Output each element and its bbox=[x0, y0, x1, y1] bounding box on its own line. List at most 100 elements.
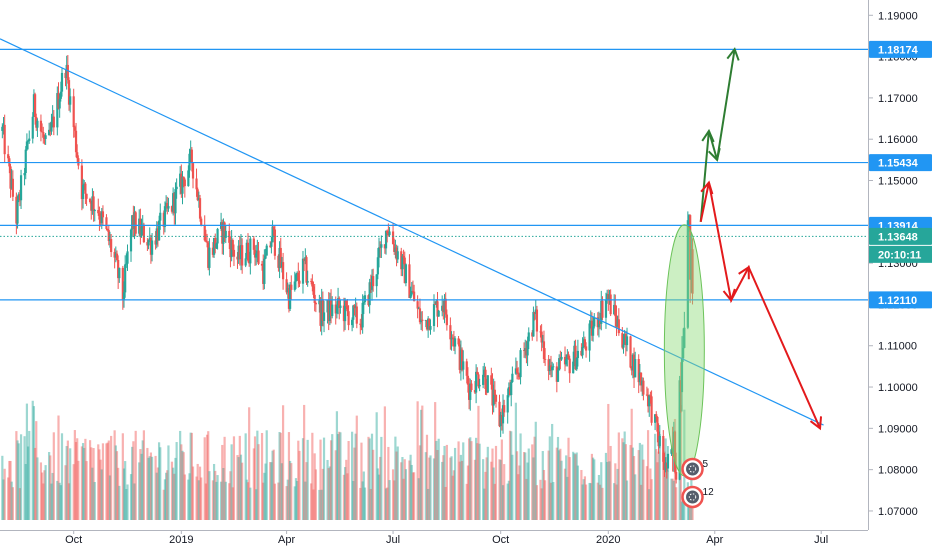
candle bbox=[559, 350, 562, 370]
candle bbox=[318, 294, 321, 313]
volume-bar bbox=[679, 405, 682, 520]
volume-bar bbox=[80, 446, 83, 520]
candle bbox=[380, 235, 383, 258]
candle bbox=[616, 315, 619, 328]
volume-bar bbox=[383, 406, 386, 520]
volume-bar bbox=[221, 444, 224, 520]
volume-bar bbox=[331, 434, 334, 520]
volume-bar bbox=[591, 457, 595, 520]
time-axis[interactable]: Oct 2019 Apr Jul Oct 2020 Apr Jul bbox=[0, 530, 868, 550]
candle bbox=[335, 301, 339, 319]
volume-bar bbox=[650, 479, 653, 520]
volume-bar bbox=[36, 457, 39, 520]
candle bbox=[566, 349, 569, 367]
candle bbox=[150, 233, 154, 262]
volume-bar bbox=[629, 445, 632, 520]
candle bbox=[441, 295, 444, 317]
volume-bar bbox=[574, 454, 577, 520]
candle bbox=[60, 68, 64, 97]
candle bbox=[346, 299, 349, 317]
volume-bar bbox=[664, 438, 667, 520]
price-tick-label: 1.17000 bbox=[878, 93, 918, 105]
candle bbox=[662, 430, 665, 471]
candle bbox=[114, 246, 117, 263]
candle bbox=[445, 309, 448, 331]
price-level-tag[interactable]: 1.12110 bbox=[869, 291, 932, 309]
price-level-tag[interactable]: 1.15434 bbox=[869, 154, 932, 172]
candle bbox=[72, 88, 75, 138]
candle bbox=[101, 205, 105, 226]
volume-bar bbox=[436, 449, 439, 520]
time-tick-label: 2019 bbox=[169, 534, 193, 546]
projection-path[interactable] bbox=[699, 182, 821, 429]
event-badge[interactable]: 5 bbox=[681, 457, 709, 481]
candle bbox=[369, 274, 372, 294]
candle bbox=[293, 271, 296, 292]
volume-bar bbox=[91, 467, 94, 520]
volume-bar bbox=[296, 481, 299, 520]
projection-path[interactable] bbox=[699, 48, 736, 222]
candle bbox=[383, 244, 386, 254]
price-axis[interactable]: 1.190001.180001.170001.160001.150001.140… bbox=[868, 0, 932, 550]
volume-bar bbox=[320, 489, 323, 520]
volume-bar bbox=[465, 483, 468, 520]
price-level-tag[interactable]: 1.18174 bbox=[869, 40, 932, 58]
volume-bar bbox=[507, 480, 510, 520]
candle bbox=[311, 274, 314, 292]
candle bbox=[2, 116, 5, 135]
time-tick-label: 2020 bbox=[596, 534, 620, 546]
candle bbox=[673, 430, 677, 474]
projection-arrowhead bbox=[700, 180, 714, 195]
candle bbox=[134, 210, 137, 237]
candle bbox=[424, 319, 427, 328]
volume-bar bbox=[232, 436, 236, 520]
candle bbox=[410, 281, 413, 297]
candle bbox=[51, 105, 54, 128]
volume-bar bbox=[231, 487, 234, 520]
candle bbox=[57, 82, 60, 110]
volume-bar bbox=[1, 455, 4, 520]
volume-bar bbox=[670, 478, 673, 520]
candle bbox=[649, 391, 652, 404]
event-badges[interactable]: 5 12 bbox=[681, 457, 715, 509]
horizontal-lines[interactable] bbox=[0, 48, 868, 301]
candle bbox=[460, 347, 464, 372]
candle bbox=[552, 363, 555, 371]
volume-bar bbox=[444, 486, 447, 520]
volume-bar bbox=[229, 471, 232, 520]
volume-bar bbox=[404, 469, 408, 520]
projection-arrows[interactable] bbox=[699, 47, 823, 431]
price-axis-background bbox=[868, 0, 932, 550]
price-tick-label: 1.15000 bbox=[878, 176, 918, 188]
candle bbox=[558, 354, 561, 371]
volume-bar bbox=[445, 444, 448, 520]
volume-bar bbox=[191, 466, 195, 520]
candle bbox=[394, 239, 397, 259]
last-price-tag[interactable]: 1.13648 bbox=[869, 227, 932, 245]
volume-bar bbox=[129, 474, 133, 520]
candle bbox=[28, 130, 31, 144]
volume-bar bbox=[500, 439, 503, 520]
trendline-layer[interactable] bbox=[0, 38, 824, 426]
price-tick-label: 1.11000 bbox=[878, 341, 917, 353]
volume-bar bbox=[563, 468, 567, 520]
candle bbox=[634, 351, 637, 378]
volume-bar bbox=[634, 474, 637, 520]
projection-arrowhead bbox=[722, 288, 736, 303]
trendline[interactable] bbox=[0, 38, 824, 426]
candle bbox=[359, 318, 362, 335]
candle bbox=[229, 236, 232, 268]
candle bbox=[85, 193, 88, 206]
volume-bar bbox=[506, 483, 509, 520]
volume-bar bbox=[238, 435, 241, 520]
volume-bar bbox=[182, 452, 185, 520]
volume-bar bbox=[662, 452, 665, 520]
candle bbox=[231, 238, 234, 257]
volume-bar bbox=[65, 446, 68, 520]
event-badge[interactable]: 12 bbox=[681, 485, 715, 509]
candle bbox=[48, 122, 51, 136]
candle bbox=[475, 364, 478, 404]
volume-bar bbox=[157, 442, 161, 520]
candle bbox=[404, 263, 408, 287]
